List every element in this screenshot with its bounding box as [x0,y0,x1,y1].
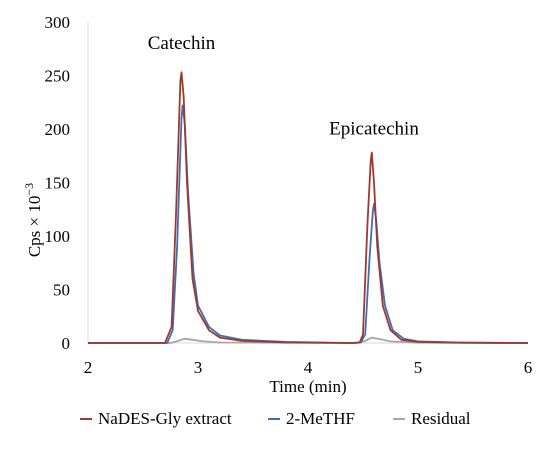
y-axis-title-exponent: −3 [22,183,36,196]
axes [87,22,528,344]
y-axis-title: Cps × 10−3 [22,183,44,257]
y-tick-label: 200 [45,120,71,139]
x-tick-label: 2 [84,358,93,377]
peak-label: Catechin [148,33,216,54]
x-axis-title: Time (min) [269,377,346,396]
legend-label: 2-MeTHF [286,409,355,428]
peak-annotations: Catechin Epicatechin [148,33,420,140]
y-tick-labels: 0 50 100 150 200 250 300 [45,13,71,353]
legend: NaDES-Gly extract 2-MeTHF Residual [80,409,471,428]
series-line [88,104,529,344]
y-axis-title-base: Cps × 10 [25,196,44,258]
legend-label: NaDES-Gly extract [98,409,232,428]
x-tick-label: 6 [524,358,533,377]
y-tick-label: 300 [45,13,71,32]
y-tick-label: 0 [62,334,71,353]
legend-item: NaDES-Gly extract [80,409,232,428]
series-layer [88,71,529,344]
y-tick-label: 50 [53,281,70,300]
legend-label: Residual [411,409,471,428]
legend-item: 2-MeTHF [268,409,355,428]
series-line [88,71,529,344]
x-tick-labels: 2 3 4 5 6 [84,358,533,377]
y-tick-label: 250 [45,67,71,86]
y-tick-label: 100 [45,227,71,246]
x-tick-label: 5 [414,358,423,377]
y-tick-label: 150 [45,174,71,193]
legend-item: Residual [393,409,471,428]
x-tick-label: 4 [304,358,313,377]
x-tick-label: 3 [194,358,203,377]
peak-label: Epicatechin [329,118,419,139]
